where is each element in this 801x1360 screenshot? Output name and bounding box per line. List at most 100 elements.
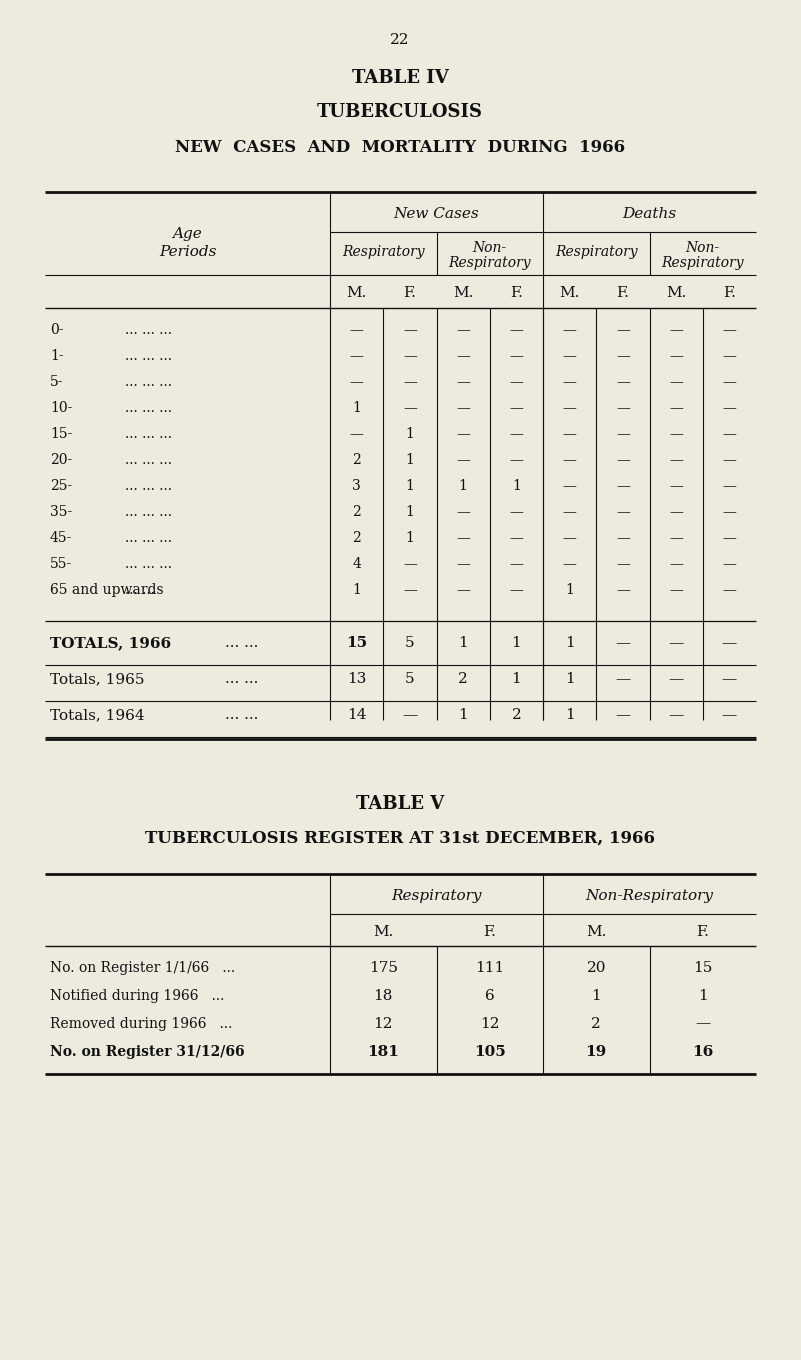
Text: 19: 19 xyxy=(586,1044,607,1058)
Text: Non-Respiratory: Non-Respiratory xyxy=(586,888,714,903)
Text: 15: 15 xyxy=(346,636,367,650)
Text: —: — xyxy=(723,558,736,571)
Text: ... ... ...: ... ... ... xyxy=(125,427,172,441)
Text: 55-: 55- xyxy=(50,558,72,571)
Text: —: — xyxy=(723,583,736,597)
Text: —: — xyxy=(616,505,630,520)
Text: —: — xyxy=(509,453,523,466)
Text: ... ... ...: ... ... ... xyxy=(125,479,172,494)
Text: 1: 1 xyxy=(405,427,414,441)
Text: —: — xyxy=(669,375,683,389)
Text: —: — xyxy=(723,530,736,545)
Text: —: — xyxy=(403,583,417,597)
Text: 4: 4 xyxy=(352,558,361,571)
Text: —: — xyxy=(669,324,683,337)
Text: —: — xyxy=(403,350,417,363)
Text: —: — xyxy=(669,558,683,571)
Text: —: — xyxy=(669,583,683,597)
Text: Totals, 1964: Totals, 1964 xyxy=(50,709,145,722)
Text: 1: 1 xyxy=(458,636,468,650)
Text: F.: F. xyxy=(617,286,630,301)
Text: 1: 1 xyxy=(405,505,414,520)
Text: 1: 1 xyxy=(565,709,574,722)
Text: TABLE IV: TABLE IV xyxy=(352,69,449,87)
Text: ... ... ...: ... ... ... xyxy=(125,401,172,415)
Text: 6: 6 xyxy=(485,989,495,1002)
Text: —: — xyxy=(669,709,684,722)
Text: 1: 1 xyxy=(512,636,521,650)
Text: —: — xyxy=(723,401,736,415)
Text: —: — xyxy=(615,636,630,650)
Text: 2: 2 xyxy=(512,709,521,722)
Text: Respiratory: Respiratory xyxy=(662,256,744,271)
Text: —: — xyxy=(616,375,630,389)
Text: TOTALS, 1966: TOTALS, 1966 xyxy=(50,636,171,650)
Text: 2: 2 xyxy=(591,1017,601,1031)
Text: Non-: Non- xyxy=(473,241,507,256)
Text: M.: M. xyxy=(586,925,606,938)
Text: 1: 1 xyxy=(591,989,601,1002)
Text: F.: F. xyxy=(510,286,523,301)
Text: 65 and upwards: 65 and upwards xyxy=(50,583,163,597)
Text: —: — xyxy=(615,709,630,722)
Text: Periods: Periods xyxy=(159,245,216,258)
Text: 2: 2 xyxy=(352,505,361,520)
Text: NEW  CASES  AND  MORTALITY  DURING  1966: NEW CASES AND MORTALITY DURING 1966 xyxy=(175,140,625,156)
Text: —: — xyxy=(509,583,523,597)
Text: 175: 175 xyxy=(368,960,398,975)
Text: M.: M. xyxy=(453,286,473,301)
Text: 1-: 1- xyxy=(50,350,63,363)
Text: —: — xyxy=(722,672,737,685)
Text: 5: 5 xyxy=(405,636,415,650)
Text: —: — xyxy=(669,636,684,650)
Text: —: — xyxy=(616,427,630,441)
Text: 1: 1 xyxy=(459,479,468,494)
Text: Respiratory: Respiratory xyxy=(555,245,638,258)
Text: Age: Age xyxy=(173,227,203,241)
Text: —: — xyxy=(669,427,683,441)
Text: Respiratory: Respiratory xyxy=(342,245,425,258)
Text: 1: 1 xyxy=(405,530,414,545)
Text: —: — xyxy=(616,401,630,415)
Text: TABLE V: TABLE V xyxy=(356,794,444,813)
Text: 3: 3 xyxy=(352,479,361,494)
Text: —: — xyxy=(723,453,736,466)
Text: —: — xyxy=(669,505,683,520)
Text: —: — xyxy=(562,505,577,520)
Text: —: — xyxy=(457,530,470,545)
Text: —: — xyxy=(403,401,417,415)
Text: 1: 1 xyxy=(405,453,414,466)
Text: —: — xyxy=(350,375,364,389)
Text: —: — xyxy=(669,479,683,494)
Text: No. on Register 31/12/66: No. on Register 31/12/66 xyxy=(50,1044,244,1058)
Text: Deaths: Deaths xyxy=(622,207,677,220)
Text: 1: 1 xyxy=(405,479,414,494)
Text: —: — xyxy=(509,375,523,389)
Text: F.: F. xyxy=(723,286,736,301)
Text: 1: 1 xyxy=(698,989,707,1002)
Text: —: — xyxy=(669,530,683,545)
Text: —: — xyxy=(350,324,364,337)
Text: —: — xyxy=(509,401,523,415)
Text: —: — xyxy=(669,672,684,685)
Text: ... ... ...: ... ... ... xyxy=(125,350,172,363)
Text: —: — xyxy=(616,479,630,494)
Text: 1: 1 xyxy=(565,672,574,685)
Text: —: — xyxy=(457,427,470,441)
Text: 15-: 15- xyxy=(50,427,72,441)
Text: 1: 1 xyxy=(512,479,521,494)
Text: —: — xyxy=(615,672,630,685)
Text: Respiratory: Respiratory xyxy=(449,256,531,271)
Text: New Cases: New Cases xyxy=(393,207,479,220)
Text: —: — xyxy=(723,350,736,363)
Text: —: — xyxy=(509,350,523,363)
Text: 12: 12 xyxy=(373,1017,393,1031)
Text: —: — xyxy=(616,453,630,466)
Text: 10-: 10- xyxy=(50,401,72,415)
Text: —: — xyxy=(562,401,577,415)
Text: —: — xyxy=(509,558,523,571)
Text: —: — xyxy=(457,401,470,415)
Text: M.: M. xyxy=(373,925,393,938)
Text: —: — xyxy=(616,558,630,571)
Text: 0-: 0- xyxy=(50,324,63,337)
